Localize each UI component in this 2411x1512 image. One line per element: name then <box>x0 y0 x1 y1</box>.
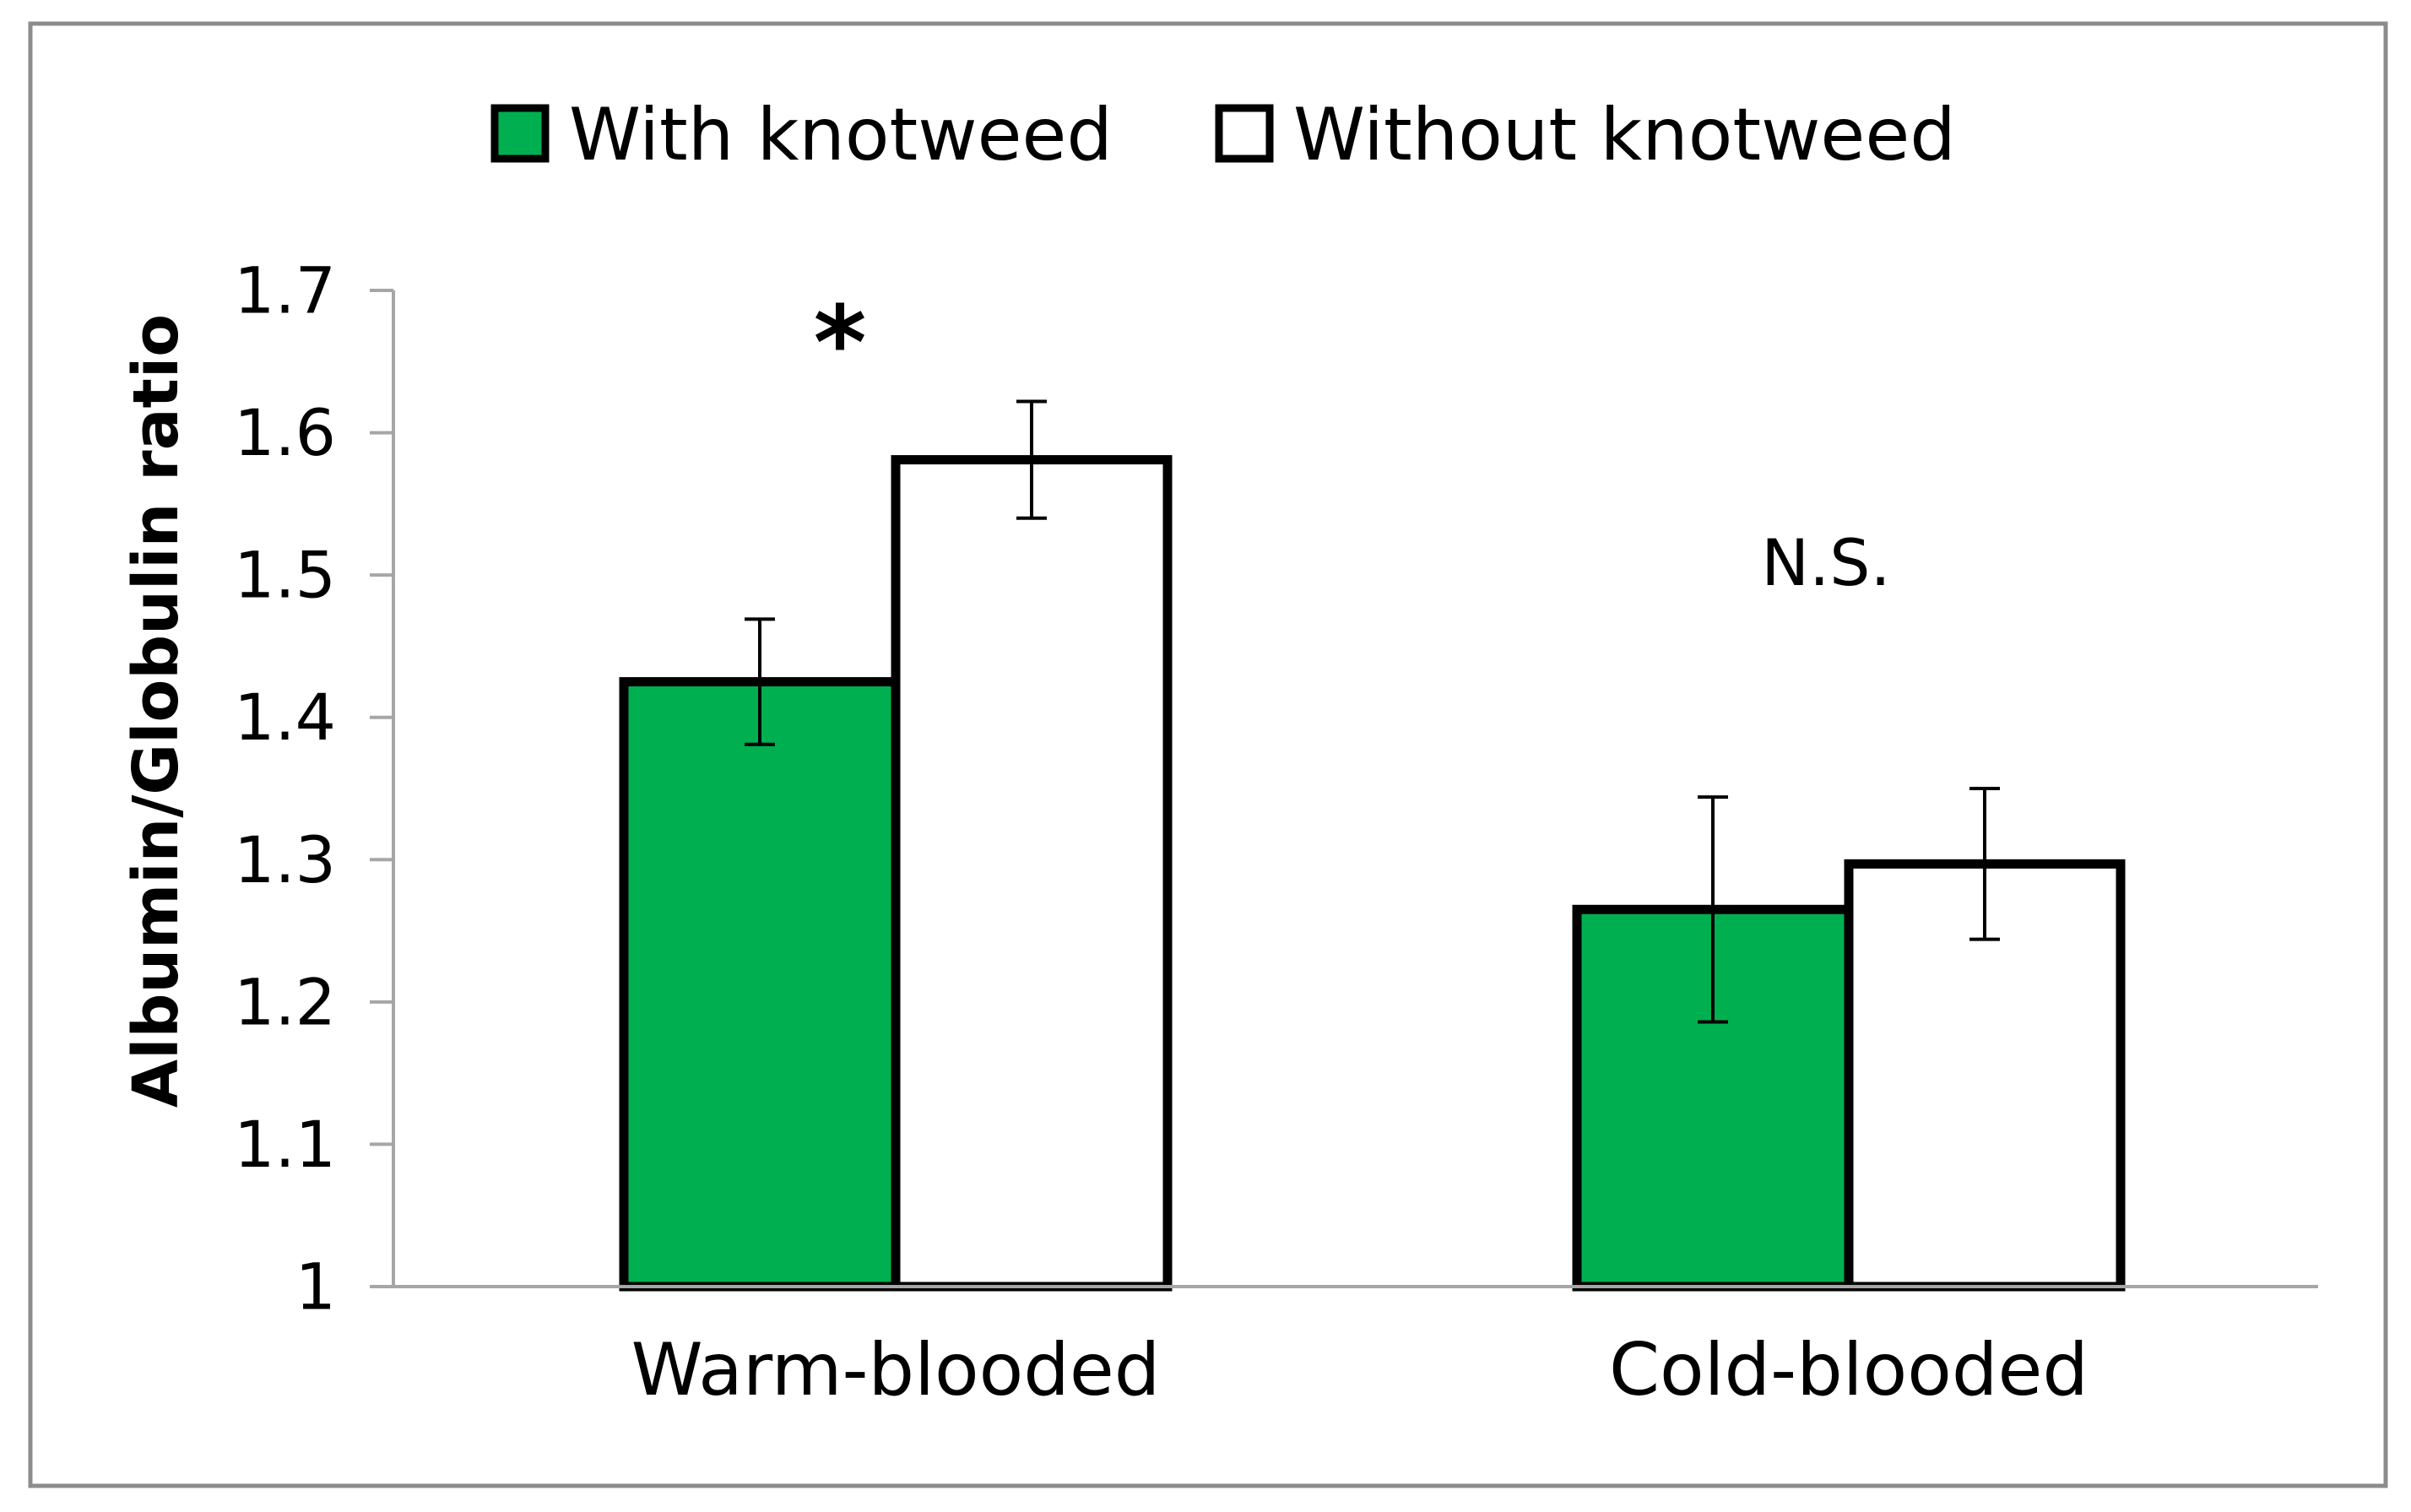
y-tick-label: 1.2 <box>234 964 336 1039</box>
legend-label-without-knotweed: Without knotweed <box>1293 93 1956 177</box>
x-category-label: Cold-blooded <box>1609 1328 2089 1412</box>
legend-swatch-with-knotweed <box>490 104 550 163</box>
y-tick-label: 1.1 <box>234 1107 336 1182</box>
y-axis: 1 1.1 1.2 1.3 1.4 1.5 1.6 1.7 <box>234 253 395 1325</box>
legend-swatch-without-knotweed <box>1215 104 1274 163</box>
y-tick-label: 1 <box>295 1249 336 1325</box>
x-axis: Warm-blooded Cold-blooded <box>393 1285 2318 1412</box>
significance-star: * <box>814 285 867 403</box>
bar-without-knotweed-0 <box>891 455 1173 1292</box>
legend: With knotweed Without knotweed <box>490 93 1956 177</box>
not-significant-label: N.S. <box>1761 525 1890 600</box>
y-tick-label: 1.5 <box>234 538 336 613</box>
bar-with-knotweed-0 <box>619 677 901 1292</box>
y-tick-label: 1.7 <box>234 253 336 328</box>
x-category-label: Warm-blooded <box>631 1328 1161 1412</box>
y-tick-label: 1.6 <box>234 395 336 470</box>
y-tick-label: 1.3 <box>234 822 336 897</box>
legend-label-with-knotweed: With knotweed <box>569 93 1113 177</box>
y-axis-title: Albumin/Globulin ratio <box>120 314 192 1108</box>
annotations: * N.S. <box>814 285 1891 600</box>
bars <box>619 399 2126 1292</box>
y-tick-label: 1.4 <box>234 680 336 755</box>
